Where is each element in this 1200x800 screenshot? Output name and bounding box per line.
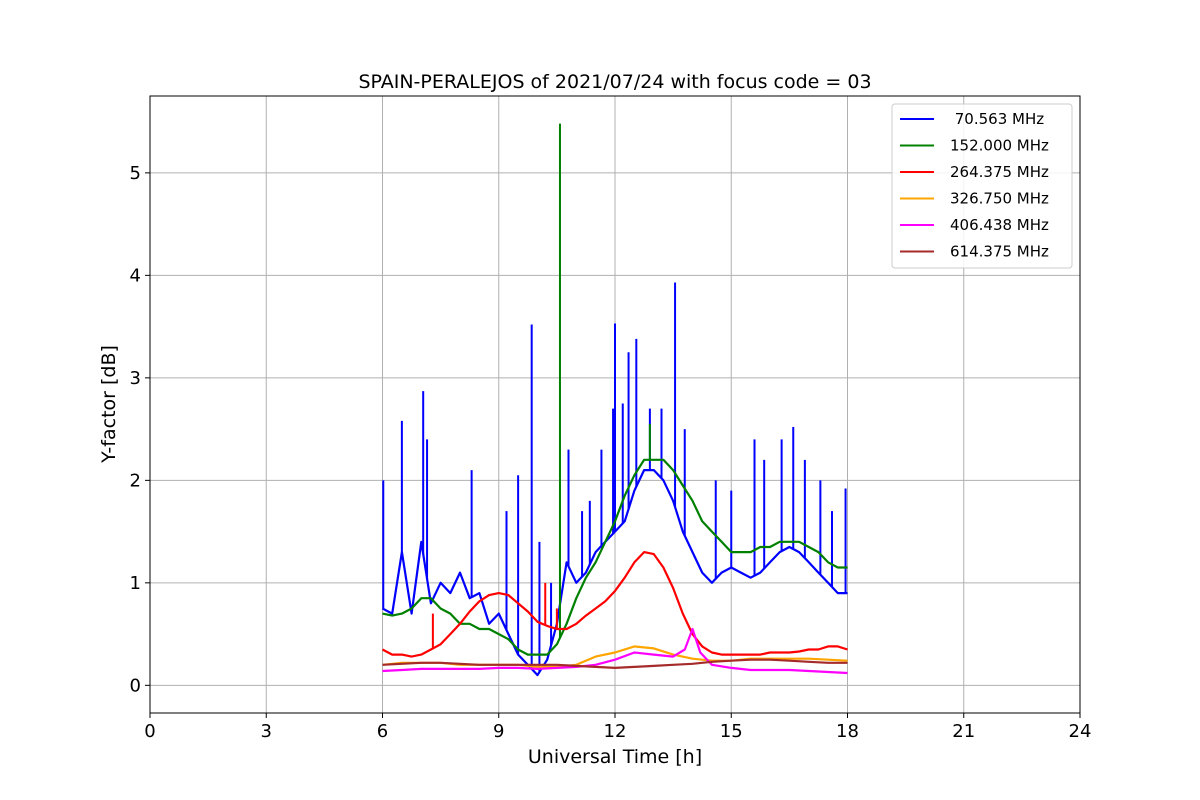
series-line-70-563: [381, 469, 848, 677]
y-tick-label: 5: [130, 163, 141, 184]
x-tick-label: 0: [144, 721, 155, 742]
legend-box: [891, 103, 1073, 269]
y-tick-label: 2: [130, 470, 141, 491]
y-tick-label: 1: [130, 573, 141, 594]
legend-label: 264.375 MHz: [950, 163, 1049, 181]
y-axis-label: Y-factor [dB]: [98, 345, 120, 464]
chart-title: SPAIN-PERALEJOS of 2021/07/24 with focus…: [358, 71, 871, 93]
legend: 70.563 MHz 152.000 MHz 264.375 MHz 326.750 …: [891, 103, 1073, 269]
x-tick-label: 12: [604, 721, 627, 742]
legend-label: 152.000 MHz: [950, 137, 1049, 155]
x-tick-label: 15: [720, 721, 743, 742]
series-layer: [381, 123, 848, 677]
y-tick-label: 0: [130, 675, 141, 696]
x-tick-label: 9: [493, 721, 504, 742]
x-axis-label: Universal Time [h]: [528, 746, 702, 768]
x-tick-label: 24: [1069, 721, 1092, 742]
series-line-264-375: [381, 551, 848, 658]
legend-label: 614.375 MHz: [950, 243, 1049, 261]
x-tick-label: 3: [261, 721, 272, 742]
series-line-406-438: [382, 627, 848, 675]
x-tick-label: 21: [952, 721, 975, 742]
series-line-614-375: [382, 658, 848, 669]
x-tick-label: 18: [836, 721, 859, 742]
y-tick-label: 4: [130, 265, 141, 286]
legend-label: 70.563 MHz: [950, 110, 1044, 128]
y-tick-label: 3: [130, 368, 141, 389]
x-tick-label: 6: [377, 721, 388, 742]
legend-label: 406.438 MHz: [950, 216, 1049, 234]
legend-label: 326.750 MHz: [950, 190, 1049, 208]
